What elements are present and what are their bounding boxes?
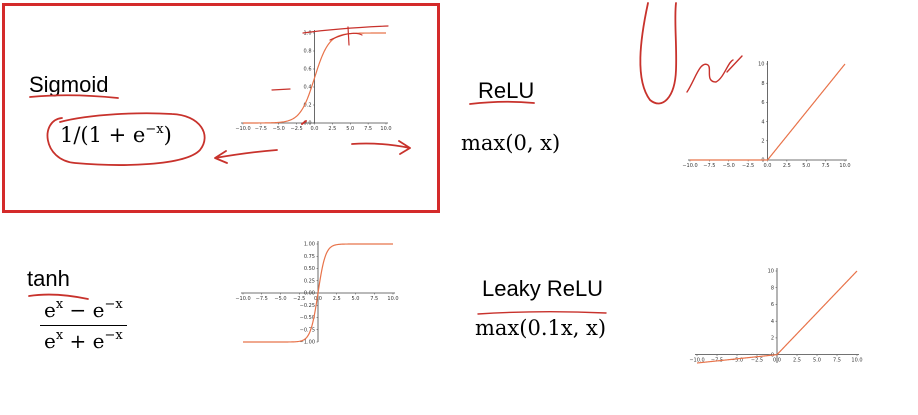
- relu-x-tick-label: 7.5: [822, 163, 830, 169]
- tanh-y-tick-label: 0.75: [304, 254, 315, 260]
- relu-y-tick-label: 2: [761, 139, 764, 145]
- tanh-x-tick-label: −5.0: [274, 296, 286, 302]
- sigmoid-formula: 1/(1 + e−x): [60, 122, 172, 147]
- sigmoid-plot-scribble-stroke: [271, 88, 291, 91]
- tanh-curve: [243, 243, 393, 343]
- sigmoid-x-tick-label: −7.5: [255, 126, 267, 132]
- sigmoid-x-tick-label: −2.5: [291, 126, 303, 132]
- left-arrow-stroke: [214, 149, 278, 164]
- tanh-x-tick-label: 0.0: [314, 296, 322, 302]
- sigmoid-y-tick-label: 0.4: [304, 85, 312, 91]
- relu-formula: max(0, x): [461, 131, 561, 155]
- leaky_relu-x-tick-label: 5.0: [813, 358, 821, 364]
- right-arrow-stroke: [351, 140, 411, 155]
- sigmoid-origin-mark-stroke: [301, 120, 307, 125]
- leaky_relu-y-tick-label: 8: [771, 285, 774, 291]
- leaky-relu-formula: max(0.1x, x): [475, 316, 607, 340]
- sigmoid-highlight-box: [2, 3, 440, 213]
- leaky_relu-y-tick-label: 4: [771, 319, 774, 325]
- leaky_relu-y-tick-label: 6: [771, 302, 774, 308]
- relu-y-tick-label: 0: [761, 158, 764, 164]
- relu-y-tick-label: 6: [761, 100, 764, 106]
- tanh-y-tick-label: −0.25: [300, 303, 315, 309]
- leaky_relu-x-tick-label: −5.0: [731, 358, 743, 364]
- relu-ink-scribble-stroke: [686, 55, 743, 93]
- sigmoid-x-tick-label: −5.0: [273, 126, 285, 132]
- sigmoid-y-tick-label: 0.8: [304, 49, 312, 55]
- tanh-underline-stroke: [28, 293, 89, 300]
- relu-x-tick-label: 0.0: [764, 163, 772, 169]
- tanh-label: tanh: [27, 266, 70, 291]
- leaky-relu-underline-stroke: [477, 311, 607, 315]
- tanh-y-tick-label: −1.00: [300, 340, 315, 346]
- sigmoid-y-tick-label: 0.2: [304, 103, 312, 109]
- sigmoid-y-tick-label: 0.0: [304, 121, 312, 127]
- sigmoid-plot-scribble-stroke: [302, 25, 389, 34]
- tanh-y-tick-label: −0.75: [300, 327, 315, 333]
- tanh-formula: ex − e−x ex + e−x: [40, 298, 127, 353]
- sigmoid-x-tick-label: 2.5: [328, 126, 336, 132]
- leaky_relu-x-tick-label: −10.0: [689, 358, 704, 364]
- tanh-x-tick-label: 7.5: [370, 296, 378, 302]
- leaky_relu-y-tick-label: 2: [771, 336, 774, 342]
- leaky-relu-label: Leaky ReLU: [482, 276, 604, 301]
- sigmoid-formula-circle-stroke: [46, 112, 206, 166]
- leaky_relu-x-tick-label: 7.5: [833, 358, 841, 364]
- tanh-denominator: ex + e−x: [44, 328, 123, 353]
- relu-label: ReLU: [478, 78, 535, 103]
- sigmoid-underline-stroke: [29, 94, 119, 99]
- sigmoid-y-tick-label: 1.0: [304, 31, 312, 37]
- relu-x-tick-label: −10.0: [682, 163, 697, 169]
- tanh-y-tick-label: 1.00: [304, 242, 315, 248]
- leaky_relu-x-tick-label: 10.0: [851, 358, 862, 364]
- relu-x-tick-label: −7.5: [703, 163, 715, 169]
- sigmoid-x-tick-label: 10.0: [380, 126, 391, 132]
- sigmoid-label: Sigmoid: [29, 72, 109, 97]
- tanh-y-tick-label: 0.00: [304, 291, 315, 297]
- tanh-numerator: ex − e−x: [40, 298, 127, 326]
- leaky_relu-x-tick-label: 0.0: [773, 358, 781, 364]
- tanh-x-tick-label: 2.5: [333, 296, 341, 302]
- tanh-y-tick-label: −0.50: [300, 315, 315, 321]
- relu-y-tick-label: 8: [761, 81, 764, 87]
- relu-x-tick-label: 10.0: [839, 163, 850, 169]
- relu-ink-loop-stroke: [639, 2, 678, 105]
- relu-underline-stroke: [469, 100, 535, 105]
- sigmoid-y-tick-label: 0.6: [304, 67, 312, 73]
- relu-x-tick-label: −5.0: [723, 163, 735, 169]
- tanh-y-tick-label: 0.25: [304, 278, 315, 284]
- relu-curve: [690, 63, 846, 161]
- sigmoid-plot-scribble-stroke: [347, 26, 350, 46]
- relu-x-tick-label: 5.0: [802, 163, 810, 169]
- leaky_relu-x-tick-label: −2.5: [751, 358, 763, 364]
- sigmoid-x-tick-label: 5.0: [346, 126, 354, 132]
- leaky_relu-y-tick-label: 10: [768, 269, 774, 275]
- leaky_relu-curve: [696, 270, 858, 364]
- leaky_relu-x-tick-label: 2.5: [793, 358, 801, 364]
- tanh-y-tick-label: 0.50: [304, 266, 315, 272]
- relu-x-tick-label: 2.5: [783, 163, 791, 169]
- relu-y-tick-label: 4: [761, 119, 764, 125]
- tanh-x-tick-label: 5.0: [352, 296, 360, 302]
- sigmoid-x-tick-label: 0.0: [311, 126, 319, 132]
- tanh-x-tick-label: −10.0: [235, 296, 250, 302]
- sigmoid-x-tick-label: −10.0: [235, 126, 250, 132]
- relu-y-tick-label: 10: [758, 62, 764, 68]
- relu-x-tick-label: −2.5: [742, 163, 754, 169]
- tanh-x-tick-label: −7.5: [256, 296, 268, 302]
- sigmoid-curve: [243, 32, 386, 124]
- sigmoid-x-tick-label: 7.5: [364, 126, 372, 132]
- sigmoid-plot-scribble-stroke: [329, 32, 363, 41]
- tanh-x-tick-label: 10.0: [387, 296, 398, 302]
- tanh-x-tick-label: −2.5: [293, 296, 305, 302]
